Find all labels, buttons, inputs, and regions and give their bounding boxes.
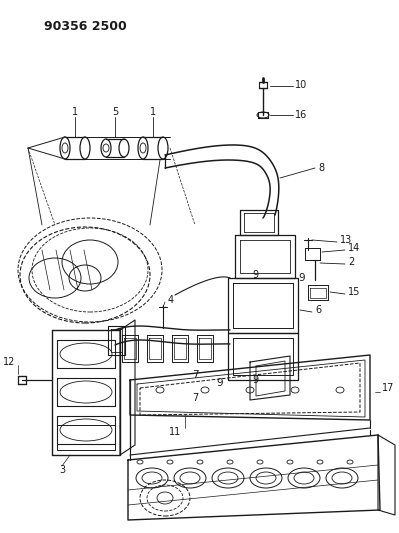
Text: 7: 7 — [192, 393, 198, 403]
Text: 13: 13 — [340, 235, 352, 245]
Text: 90356 2500: 90356 2500 — [44, 20, 127, 33]
Text: 4: 4 — [168, 295, 174, 305]
Text: 9: 9 — [252, 270, 258, 280]
Text: 9: 9 — [298, 273, 304, 283]
Text: 17: 17 — [382, 383, 394, 393]
Text: 15: 15 — [348, 287, 360, 297]
Text: 14: 14 — [348, 243, 360, 253]
Text: 16: 16 — [295, 110, 307, 120]
Text: 9: 9 — [217, 378, 223, 388]
Text: 12: 12 — [3, 357, 15, 367]
Text: 1: 1 — [150, 107, 156, 117]
Text: 3: 3 — [59, 465, 65, 475]
Text: 9: 9 — [252, 375, 258, 385]
Text: 5: 5 — [112, 107, 118, 117]
Text: 1: 1 — [72, 107, 78, 117]
Text: 6: 6 — [315, 305, 321, 315]
Text: 11: 11 — [169, 427, 181, 437]
Text: 2: 2 — [348, 257, 354, 267]
Text: 7: 7 — [192, 370, 198, 380]
Text: 10: 10 — [295, 80, 307, 90]
Text: 8: 8 — [318, 163, 324, 173]
